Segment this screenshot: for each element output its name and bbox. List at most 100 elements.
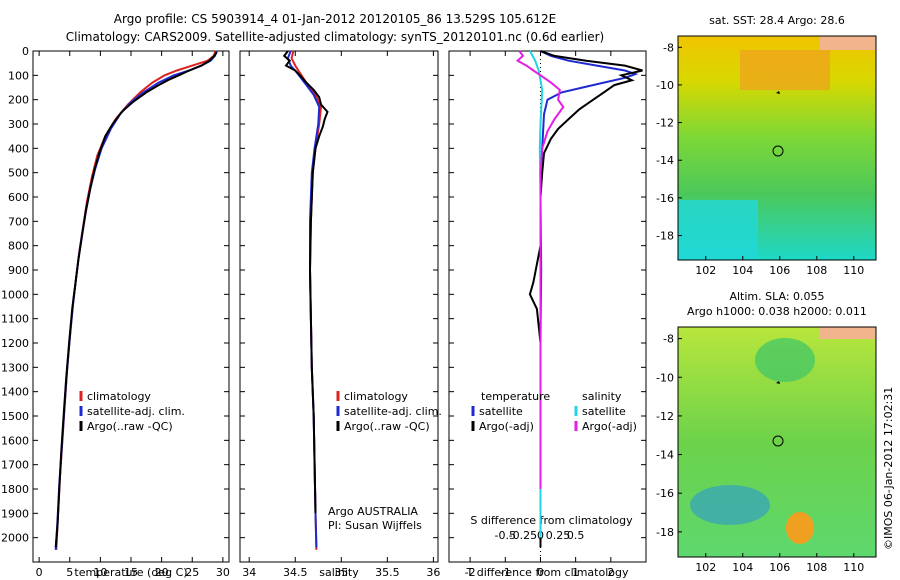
map-sla-x-tick-label-2: 106 bbox=[769, 561, 790, 574]
x-tick-label-temperature-1: 5 bbox=[66, 566, 73, 579]
legend-label-temperature-0: climatology bbox=[87, 390, 151, 403]
y-tick-label-17: 1700 bbox=[1, 459, 29, 472]
y-tick-label-19: 1900 bbox=[1, 507, 29, 520]
x-tick-label-salinity-1: 34.5 bbox=[283, 566, 308, 579]
map-sla-y-tick-label-5: -18 bbox=[656, 526, 674, 539]
map-sst-x-tick-label-1: 104 bbox=[732, 264, 753, 277]
sla-map-title-line1: Altim. SLA: 0.055 bbox=[729, 290, 824, 303]
x-tick-label-temperature-0: 0 bbox=[36, 566, 43, 579]
series-line-salinity-0 bbox=[290, 50, 323, 550]
y-tick-label-15: 1500 bbox=[1, 410, 29, 423]
panel-frame-temperature bbox=[32, 50, 230, 563]
sst-argo-location-marker bbox=[772, 145, 784, 157]
sla-argo-location-marker bbox=[772, 435, 784, 447]
map-sst-y-tick-label-1: -10 bbox=[656, 79, 674, 92]
legend-label-temperature-1: satellite-adj. clim. bbox=[87, 405, 185, 418]
sla-eddy-2 bbox=[690, 485, 770, 525]
sla-map-frame bbox=[677, 326, 877, 558]
series-line-temperature-1 bbox=[54, 50, 218, 550]
top-tick-label-3: 0.25 bbox=[546, 529, 571, 542]
x-tick-label-temperature-2: 10 bbox=[93, 566, 107, 579]
panel-salinity: 34 34.5 35 35.5 36 salinity climatology satelli… bbox=[239, 50, 442, 579]
map-sla-x-tick-label-1: 104 bbox=[732, 561, 753, 574]
x-tick-label-salinity-4: 36 bbox=[426, 566, 440, 579]
sst-map-title: sat. SST: 28.4 Argo: 28.6 bbox=[709, 14, 845, 27]
y-tick-label-3: 300 bbox=[8, 118, 29, 131]
map-sst-x-tick-label-0: 102 bbox=[695, 264, 716, 277]
map-sst-y-tick-label-4: -16 bbox=[656, 192, 674, 205]
sst-cool-patch bbox=[678, 200, 758, 260]
sst-map: sat. SST: 28.4 Argo: 28.6 bbox=[677, 14, 877, 261]
y-tick-label-2: 200 bbox=[8, 94, 29, 107]
sla-eddy-3 bbox=[786, 512, 814, 544]
x-tick-label-salinity-3: 35.5 bbox=[375, 566, 400, 579]
profile-panels: 0 5 10 15 20 25 300100200300400500600700800900… bbox=[1, 45, 647, 579]
figure-title-line1: Argo profile: CS 5903914_4 01-Jan-2012 2… bbox=[114, 12, 556, 26]
top-tick-label-0: -0.5 bbox=[495, 529, 516, 542]
map-sst-x-tick-label-3: 108 bbox=[806, 264, 827, 277]
y-tick-label-9: 900 bbox=[8, 264, 29, 277]
legend-label-difference-0: satellite bbox=[479, 405, 523, 418]
x-tick-label-temperature-4: 20 bbox=[155, 566, 169, 579]
y-tick-label-18: 1800 bbox=[1, 483, 29, 496]
x-tick-label-salinity-0: 34 bbox=[242, 566, 256, 579]
y-tick-label-6: 600 bbox=[8, 191, 29, 204]
y-tick-label-16: 1600 bbox=[1, 434, 29, 447]
panel-temperature: 0 5 10 15 20 25 300100200300400500600700800900… bbox=[1, 45, 230, 579]
figure-title-line2: Climatology: CARS2009. Satellite-adjuste… bbox=[66, 30, 604, 44]
y-tick-label-14: 1400 bbox=[1, 386, 29, 399]
x-tick-label-difference-2: 0 bbox=[537, 566, 544, 579]
sst-warm-patch bbox=[740, 50, 830, 90]
sla-eddy-1 bbox=[755, 338, 815, 382]
map-sst-y-tick-label-3: -14 bbox=[656, 154, 674, 167]
map-sla-y-tick-label-0: -8 bbox=[663, 333, 674, 346]
sst-map-frame bbox=[677, 35, 877, 261]
x-axis-label-salinity: salinity bbox=[319, 566, 359, 579]
legend-label-salinity-0: climatology bbox=[344, 390, 408, 403]
legend-header-1: salinity bbox=[582, 390, 622, 403]
map-sla-x-tick-label-4: 110 bbox=[843, 561, 864, 574]
sla-map: Altim. SLA: 0.055 Argo h1000: 0.038 h200… bbox=[677, 290, 877, 558]
annotation-1: PI: Susan Wijffels bbox=[328, 519, 422, 532]
top-axis-label: S difference from climatology bbox=[470, 514, 633, 527]
y-tick-label-12: 1200 bbox=[1, 337, 29, 350]
series-line-temperature-0 bbox=[55, 50, 217, 550]
x-tick-label-difference-1: -1 bbox=[500, 566, 511, 579]
y-tick-label-5: 500 bbox=[8, 167, 29, 180]
map-sla-y-tick-label-3: -14 bbox=[656, 449, 674, 462]
legend-label-difference-3: Argo(-adj) bbox=[582, 420, 637, 433]
series-line-temperature-2 bbox=[54, 51, 218, 548]
map-sla-y-tick-label-4: -16 bbox=[656, 487, 674, 500]
panel-frame-difference bbox=[448, 50, 647, 563]
map-sst-y-tick-label-2: -12 bbox=[656, 117, 674, 130]
legend-label-difference-2: satellite bbox=[582, 405, 626, 418]
series-line-difference-0 bbox=[539, 50, 639, 538]
series-line-salinity-2 bbox=[282, 50, 329, 514]
map-sst-y-tick-label-0: -8 bbox=[663, 41, 674, 54]
map-sla-x-tick-label-3: 108 bbox=[806, 561, 827, 574]
map-sla-y-tick-label-1: -10 bbox=[656, 371, 674, 384]
y-tick-label-13: 1300 bbox=[1, 361, 29, 374]
y-tick-label-10: 1000 bbox=[1, 288, 29, 301]
sst-land bbox=[820, 36, 876, 50]
map-panels: sat. SST: 28.4 Argo: 28.6 Altim. SLA: 0.… bbox=[656, 14, 895, 574]
y-tick-label-11: 1100 bbox=[1, 313, 29, 326]
top-tick-label-4: 0.5 bbox=[567, 529, 585, 542]
x-tick-label-difference-0: -2 bbox=[465, 566, 476, 579]
y-tick-label-20: 2000 bbox=[1, 532, 29, 545]
map-sst-x-tick-label-2: 106 bbox=[769, 264, 790, 277]
map-sst-y-tick-label-5: -18 bbox=[656, 230, 674, 243]
sla-land bbox=[820, 327, 876, 339]
sla-argo-arrow bbox=[776, 381, 780, 384]
legend-label-difference-1: Argo(-adj) bbox=[479, 420, 534, 433]
legend-label-temperature-2: Argo(..raw -QC) bbox=[87, 420, 173, 433]
x-tick-label-temperature-6: 30 bbox=[216, 566, 230, 579]
x-tick-label-salinity-2: 35 bbox=[334, 566, 348, 579]
annotation-0: Argo AUSTRALIA bbox=[328, 505, 418, 518]
x-tick-label-difference-4: 2 bbox=[607, 566, 614, 579]
y-tick-label-4: 400 bbox=[8, 142, 29, 155]
y-tick-label-8: 800 bbox=[8, 240, 29, 253]
legend-header-0: temperature bbox=[481, 390, 550, 403]
map-sst-x-tick-label-4: 110 bbox=[843, 264, 864, 277]
